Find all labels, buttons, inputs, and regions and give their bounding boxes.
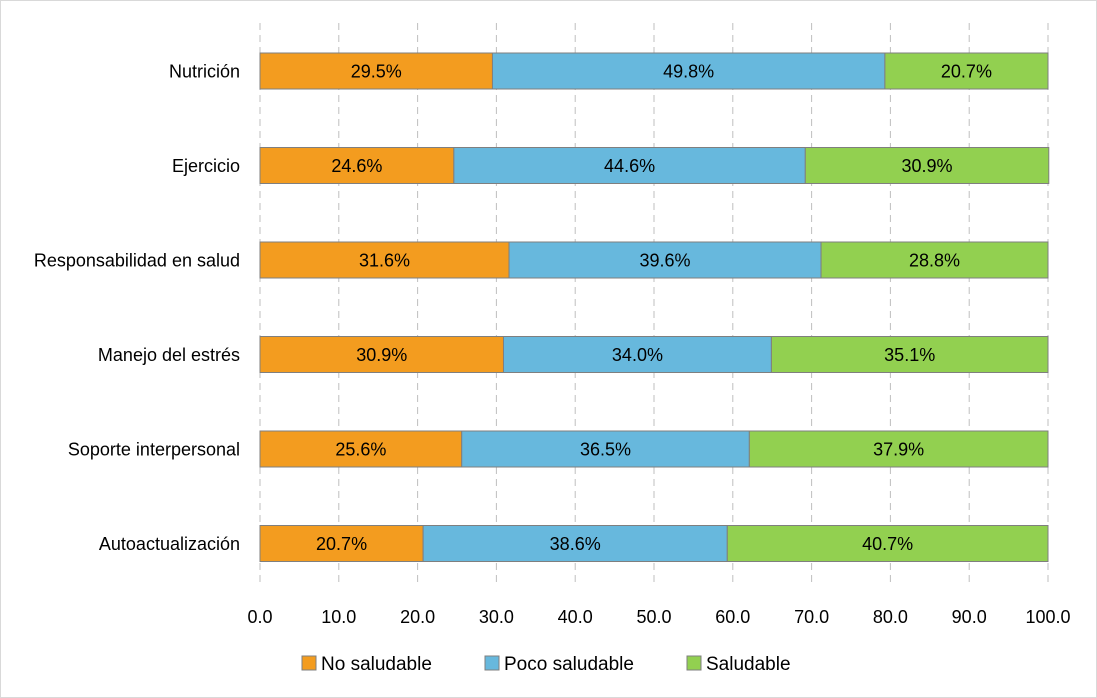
x-axis-tick-labels: 0.0 10.0 20.0 30.0 40.0 50.0 60.0 70.0 80.0 90.0 1… <box>247 607 1070 627</box>
bar-segment <box>726 525 1049 562</box>
data-label: 38.6% <box>550 534 601 554</box>
data-label: 39.6% <box>640 251 691 271</box>
data-label: 36.5% <box>580 440 631 460</box>
legend-label: Poco saludable <box>504 654 634 675</box>
bar-segment <box>422 525 728 562</box>
legend-label: No saludable <box>321 654 432 675</box>
category-label: Autoactualización <box>99 534 240 554</box>
legend-swatch <box>484 655 500 671</box>
bar-segment <box>884 52 1049 90</box>
bar-segment <box>770 336 1049 373</box>
data-label: 28.8% <box>909 251 960 271</box>
category-label: Manejo del estrés <box>98 345 240 365</box>
legend-swatch <box>301 655 317 671</box>
category-label: Responsabilidad en salud <box>34 251 240 271</box>
bar-segment <box>804 147 1050 184</box>
category-labels: Nutrición Ejercicio Responsabilidad en sal… <box>34 62 240 555</box>
legend-swatch <box>686 655 702 671</box>
x-tick-label: 40.0 <box>558 607 593 627</box>
x-tick-label: 20.0 <box>400 607 435 627</box>
data-label: 20.7% <box>316 534 367 554</box>
legend-label: Saludable <box>706 654 791 675</box>
legend: No saludable Poco saludable Saludable <box>301 654 791 675</box>
bar-segment <box>259 336 504 373</box>
bar-segment <box>502 336 772 373</box>
category-label: Ejercicio <box>172 156 240 176</box>
bar-segment <box>259 525 424 562</box>
data-label: 34.0% <box>612 345 663 365</box>
x-tick-label: 30.0 <box>479 607 514 627</box>
data-label: 40.7% <box>862 534 913 554</box>
x-tick-label: 0.0 <box>247 607 272 627</box>
x-tick-label: 60.0 <box>715 607 750 627</box>
bar-segment <box>508 241 822 279</box>
data-label: 24.6% <box>331 156 382 176</box>
data-label: 30.9% <box>356 345 407 365</box>
x-tick-label: 80.0 <box>873 607 908 627</box>
data-label: 29.5% <box>351 62 402 82</box>
category-label: Nutrición <box>169 62 240 82</box>
x-tick-label: 10.0 <box>321 607 356 627</box>
bars <box>259 52 1050 562</box>
bar-segment <box>461 430 750 468</box>
data-label: 30.9% <box>902 156 953 176</box>
bar-segment <box>259 430 463 468</box>
category-label: Soporte interpersonal <box>68 440 240 460</box>
bar-segment <box>820 241 1049 279</box>
data-labels: 29.5% 49.8% 20.7% 24.6% 44.6% 30.9% 31.6% 39.6%… <box>316 62 992 555</box>
legend-item: Poco saludable <box>484 654 634 675</box>
data-label: 37.9% <box>873 440 924 460</box>
x-tick-label: 70.0 <box>794 607 829 627</box>
data-label: 20.7% <box>941 62 992 82</box>
legend-item: Saludable <box>686 654 791 675</box>
bar-segment <box>259 52 493 90</box>
data-label: 35.1% <box>884 345 935 365</box>
bar-segment <box>259 147 455 184</box>
data-label: 25.6% <box>335 440 386 460</box>
gridlines <box>259 23 1049 587</box>
bar-segment <box>491 52 886 90</box>
x-tick-label: 50.0 <box>636 607 671 627</box>
bar-segment <box>453 147 806 184</box>
x-tick-label: 90.0 <box>952 607 987 627</box>
bar-segment <box>259 241 510 279</box>
bar-segment <box>748 430 1049 468</box>
data-label: 31.6% <box>359 251 410 271</box>
data-label: 44.6% <box>604 156 655 176</box>
x-tick-label: 100.0 <box>1025 607 1070 627</box>
legend-item: No saludable <box>301 654 432 675</box>
data-label: 49.8% <box>663 62 714 82</box>
